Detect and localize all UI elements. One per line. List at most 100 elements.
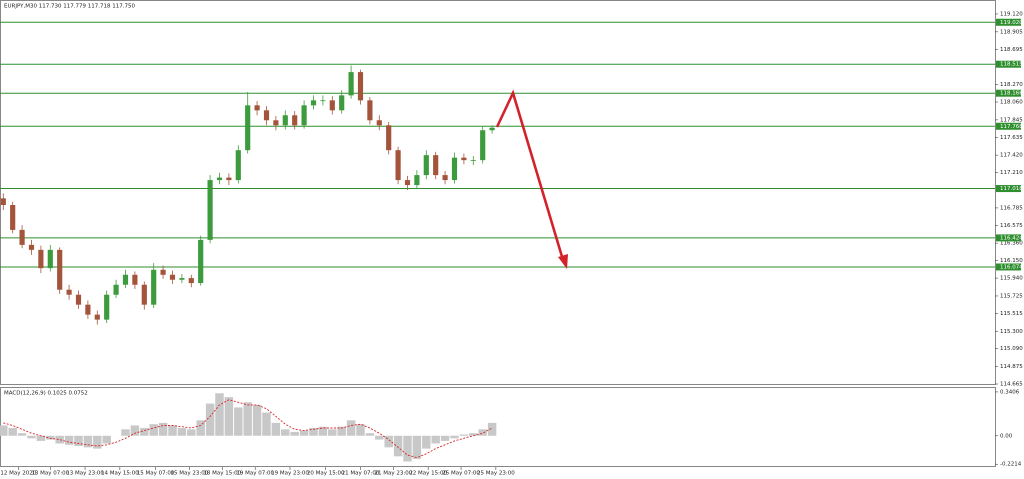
level-tag <box>996 122 1021 130</box>
macd-bar <box>140 428 149 436</box>
candle-body <box>339 95 345 111</box>
y-tick-label: 114.875 <box>1000 364 1023 370</box>
candle-body <box>404 180 411 186</box>
candle-body <box>367 100 373 121</box>
x-tick-label: 19 May 07:00 <box>236 471 274 477</box>
macd-bar <box>403 435 412 462</box>
candle-body <box>188 278 194 284</box>
candle-body <box>395 150 401 181</box>
candle-body <box>198 239 204 284</box>
macd-bar <box>309 428 318 436</box>
macd-bar <box>346 420 356 436</box>
macd-bar <box>17 433 27 436</box>
level-tag <box>996 263 1021 271</box>
candle-body <box>28 244 35 250</box>
x-tick-label: 20 May 15:00 <box>307 471 345 477</box>
chart-title: EURJPY,M30 117.730 117.779 117.718 117.7… <box>4 4 135 10</box>
y-tick-label: -0.2214 <box>1000 462 1022 468</box>
y-tick-label: 116.150 <box>1000 258 1023 264</box>
macd-bar <box>459 434 469 436</box>
candle-body <box>470 160 476 161</box>
macd-bar <box>149 424 158 436</box>
x-tick-label: 25 May 07:00 <box>442 471 480 477</box>
macd-bar <box>422 435 431 449</box>
candle-body <box>0 198 6 206</box>
candle-body <box>94 314 100 320</box>
level-tag <box>996 60 1021 68</box>
macd-bar <box>290 431 299 436</box>
arrow-head <box>558 254 568 269</box>
macd-bar <box>93 435 102 449</box>
level-label: 119.020 <box>1000 20 1023 26</box>
level-label: 117.768 <box>1000 124 1023 130</box>
macd-bar <box>46 435 55 440</box>
macd-bar <box>478 429 487 436</box>
x-tick-label: 21 May 23:00 <box>375 471 413 477</box>
candle-body <box>19 229 25 245</box>
x-tick-label: 22 May 15:00 <box>409 471 447 477</box>
level-label: 116.424 <box>1000 235 1023 241</box>
candle-body <box>235 150 241 181</box>
level-label: 118.166 <box>1000 91 1023 97</box>
x-tick-label: 21 May 07:00 <box>342 471 380 477</box>
macd-title: MACD(12,26,9) 0.1025 0.0752 <box>4 391 88 397</box>
x-tick-label: 14 May 15:00 <box>101 471 139 477</box>
x-tick-label: 15 May 23:00 <box>171 471 209 477</box>
macd-bar <box>27 435 36 439</box>
macd-bar <box>281 429 290 436</box>
y-tick-label: 117.210 <box>1000 170 1023 176</box>
macd-bar <box>271 422 281 436</box>
candle-body <box>151 269 157 305</box>
candle-body <box>433 155 439 176</box>
macd-bar <box>450 435 459 439</box>
y-tick-label: 118.060 <box>1000 100 1023 106</box>
candle-body <box>85 304 91 315</box>
y-tick-label: 115.725 <box>1000 293 1023 299</box>
candle-body <box>66 289 72 295</box>
y-tick-label: 117.635 <box>1000 135 1023 141</box>
macd-bar <box>177 428 187 436</box>
x-tick-label: 13 May 23:00 <box>66 471 104 477</box>
level-tag <box>996 185 1021 193</box>
macd-bar <box>252 404 262 436</box>
y-tick-label: 114.665 <box>1000 382 1023 388</box>
macd-bar <box>8 428 17 436</box>
macd-bar <box>168 425 177 436</box>
signal-line <box>3 399 493 459</box>
candle-body <box>169 274 176 280</box>
candle-body <box>160 269 166 275</box>
level-tag <box>996 234 1021 242</box>
macd-bar <box>55 435 64 444</box>
level-tag <box>996 18 1021 26</box>
y-tick-label: 115.300 <box>1000 329 1023 335</box>
y-tick-label: 116.360 <box>1000 241 1023 247</box>
macd-bar <box>196 420 205 436</box>
y-tick-label: 116.785 <box>1000 205 1023 211</box>
candle-body <box>451 157 458 181</box>
y-tick-label: 116.575 <box>1000 223 1023 229</box>
macd-bar <box>121 429 130 436</box>
candle-body <box>442 175 448 181</box>
y-tick-label: 118.270 <box>1000 82 1023 88</box>
candle-body <box>310 100 317 106</box>
macd-bar <box>130 425 140 436</box>
candle-body <box>207 180 213 240</box>
candle-body <box>10 205 16 230</box>
candle-body <box>104 294 110 320</box>
candle-body <box>489 127 495 131</box>
macd-bar <box>36 435 46 441</box>
x-tick-label: 12 May 2020 <box>0 471 36 477</box>
candle-body <box>480 130 486 161</box>
macd-bar <box>393 435 403 457</box>
candle-body <box>348 72 354 96</box>
candle-body <box>47 249 53 269</box>
macd-bar <box>187 429 196 436</box>
macd-bar <box>318 426 328 436</box>
macd-bar <box>384 435 393 448</box>
level-tag <box>996 89 1021 97</box>
candle-body <box>329 100 335 111</box>
macd-bar <box>375 435 384 440</box>
x-tick-label: 25 May 23:00 <box>477 471 515 477</box>
macd-bar <box>74 435 83 447</box>
